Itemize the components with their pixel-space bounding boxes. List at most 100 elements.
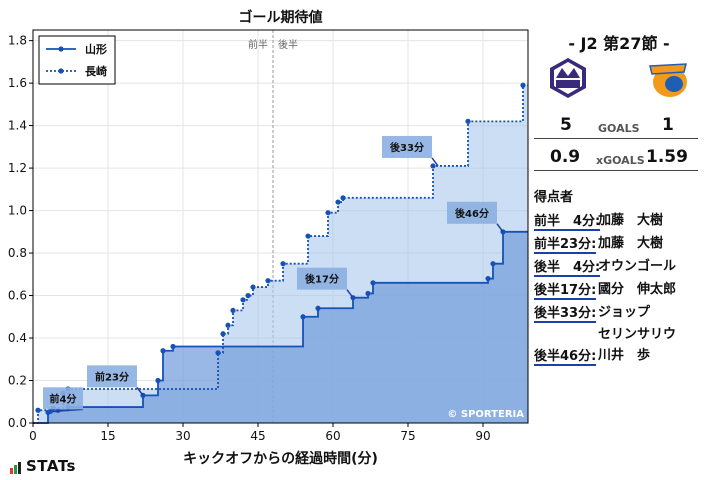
x-tick-label: 15 <box>100 429 115 443</box>
data-point <box>250 284 256 290</box>
home-xgoals: 0.9 <box>550 147 581 167</box>
goal-label: 前23分 <box>95 370 129 383</box>
x-tick-label: 75 <box>400 429 415 443</box>
y-tick-label: 1.2 <box>8 161 27 175</box>
data-point <box>365 290 371 297</box>
data-point <box>340 195 346 201</box>
data-point <box>240 297 246 303</box>
goals-label: GOALS <box>598 122 640 135</box>
data-point <box>490 261 496 267</box>
match-title: - J2 第27節 - <box>568 34 670 53</box>
scorer-time: 後半46分: <box>534 345 597 366</box>
y-tick-label: 0.8 <box>8 246 27 260</box>
x-tick-label: 45 <box>250 429 265 443</box>
y-tick-label: 1.8 <box>8 34 27 48</box>
goal-label-box <box>87 365 137 388</box>
data-point <box>155 377 161 384</box>
scorer-time: 前半 4分: <box>534 210 601 231</box>
watermark: © SPORTERIA <box>447 409 524 420</box>
scorer-time: 後半33分: <box>534 302 597 323</box>
legend-marker <box>58 68 64 74</box>
legend-marker <box>58 46 64 52</box>
series-line-away <box>33 84 528 424</box>
stats-logo: STATs <box>10 457 90 480</box>
goal-label-box <box>447 201 497 224</box>
scorer-name: ジョップ セリンサリウ <box>598 305 677 342</box>
scorers-title: 得点者 <box>534 190 574 205</box>
home-goals: 5 <box>560 115 572 135</box>
scorer-row: 前半23分: 加藤 大樹 <box>534 233 663 254</box>
away-team-logo <box>646 56 690 100</box>
data-point <box>370 280 376 286</box>
scorer-name: 加藤 大樹 <box>598 236 664 251</box>
x-axis-label: キックオフからの経過時間(分) <box>183 450 378 467</box>
y-tick-label: 1.6 <box>8 76 27 90</box>
brand-text: STATs <box>26 457 76 475</box>
x-tick-label: 60 <box>325 429 340 443</box>
data-point <box>280 261 286 267</box>
scorer-row: 後半46分: 川井 歩 <box>534 345 650 366</box>
legend-label: 長崎 <box>85 64 107 78</box>
x-tick-label: 0 <box>29 429 37 443</box>
data-point <box>520 82 526 88</box>
data-point <box>225 322 231 328</box>
y-tick-label: 0.4 <box>8 331 27 345</box>
second-half-label: 後半 <box>278 38 298 51</box>
scorer-time: 後半 4分: <box>534 256 601 277</box>
scorer-row: 後半 4分: オウンゴール <box>534 256 676 277</box>
scorer-name: オウンゴール <box>598 259 677 274</box>
goal-label-pointer <box>431 157 439 167</box>
away-goals: 1 <box>662 115 674 135</box>
goal-label-box <box>382 135 432 158</box>
goals-row: 5 GOALS 1 <box>534 108 698 139</box>
legend-box <box>38 35 116 85</box>
goal-label-pointer <box>136 386 144 396</box>
xgoals-row: 0.9 xGOALS 1.59 <box>534 140 698 171</box>
y-tick-label: 1.0 <box>8 204 27 218</box>
chart-title: ゴール期待値 <box>239 9 323 26</box>
data-point <box>315 305 321 311</box>
goal-label: 後46分 <box>455 207 489 220</box>
data-point <box>465 118 471 124</box>
scorer-name: 加藤 大樹 <box>598 213 664 228</box>
scorer-row: 後半33分: ジョップ セリンサリウ <box>534 302 676 342</box>
data-point <box>305 233 311 239</box>
goal-label-pointer <box>52 408 84 413</box>
y-tick-label: 0.0 <box>8 416 27 430</box>
match-panel: - J2 第27節 - 5 GOALS 1 0.9 xGOALS 1.59 得点… <box>534 0 704 479</box>
data-point <box>215 350 221 356</box>
y-tick-label: 0.6 <box>8 289 27 303</box>
scorer-row: 後半17分: 國分 伸太郎 <box>534 279 676 300</box>
y-tick-label: 0.2 <box>8 374 27 388</box>
data-point <box>430 163 436 169</box>
x-tick-label: 90 <box>475 429 490 443</box>
home-team-logo <box>546 56 590 100</box>
data-point <box>35 407 41 413</box>
legend-label: 山形 <box>85 42 107 56</box>
scorer-time: 前半23分: <box>534 233 597 254</box>
data-point <box>325 210 331 216</box>
scorer-time: 後半17分: <box>534 279 597 300</box>
data-point <box>335 199 341 205</box>
goal-label-box <box>43 387 83 410</box>
area-home <box>33 231 528 423</box>
x-tick-label: 30 <box>175 429 190 443</box>
data-point <box>170 343 176 350</box>
data-point <box>160 348 166 354</box>
data-point <box>300 314 306 320</box>
goal-label-pointer <box>346 289 354 299</box>
data-point <box>245 292 251 299</box>
data-point <box>485 275 491 282</box>
scorer-name: 國分 伸太郎 <box>598 282 677 297</box>
goal-label-box <box>297 267 347 290</box>
scorer-row: 前半 4分: 加藤 大樹 <box>534 210 663 231</box>
goal-label: 前4分 <box>50 392 77 405</box>
first-half-label: 前半 <box>248 38 268 51</box>
data-point <box>265 278 271 284</box>
goal-label-pointer <box>496 223 504 233</box>
y-tick-label: 1.4 <box>8 119 27 133</box>
goal-label: 後17分 <box>305 273 339 286</box>
away-xgoals: 1.59 <box>646 147 688 167</box>
